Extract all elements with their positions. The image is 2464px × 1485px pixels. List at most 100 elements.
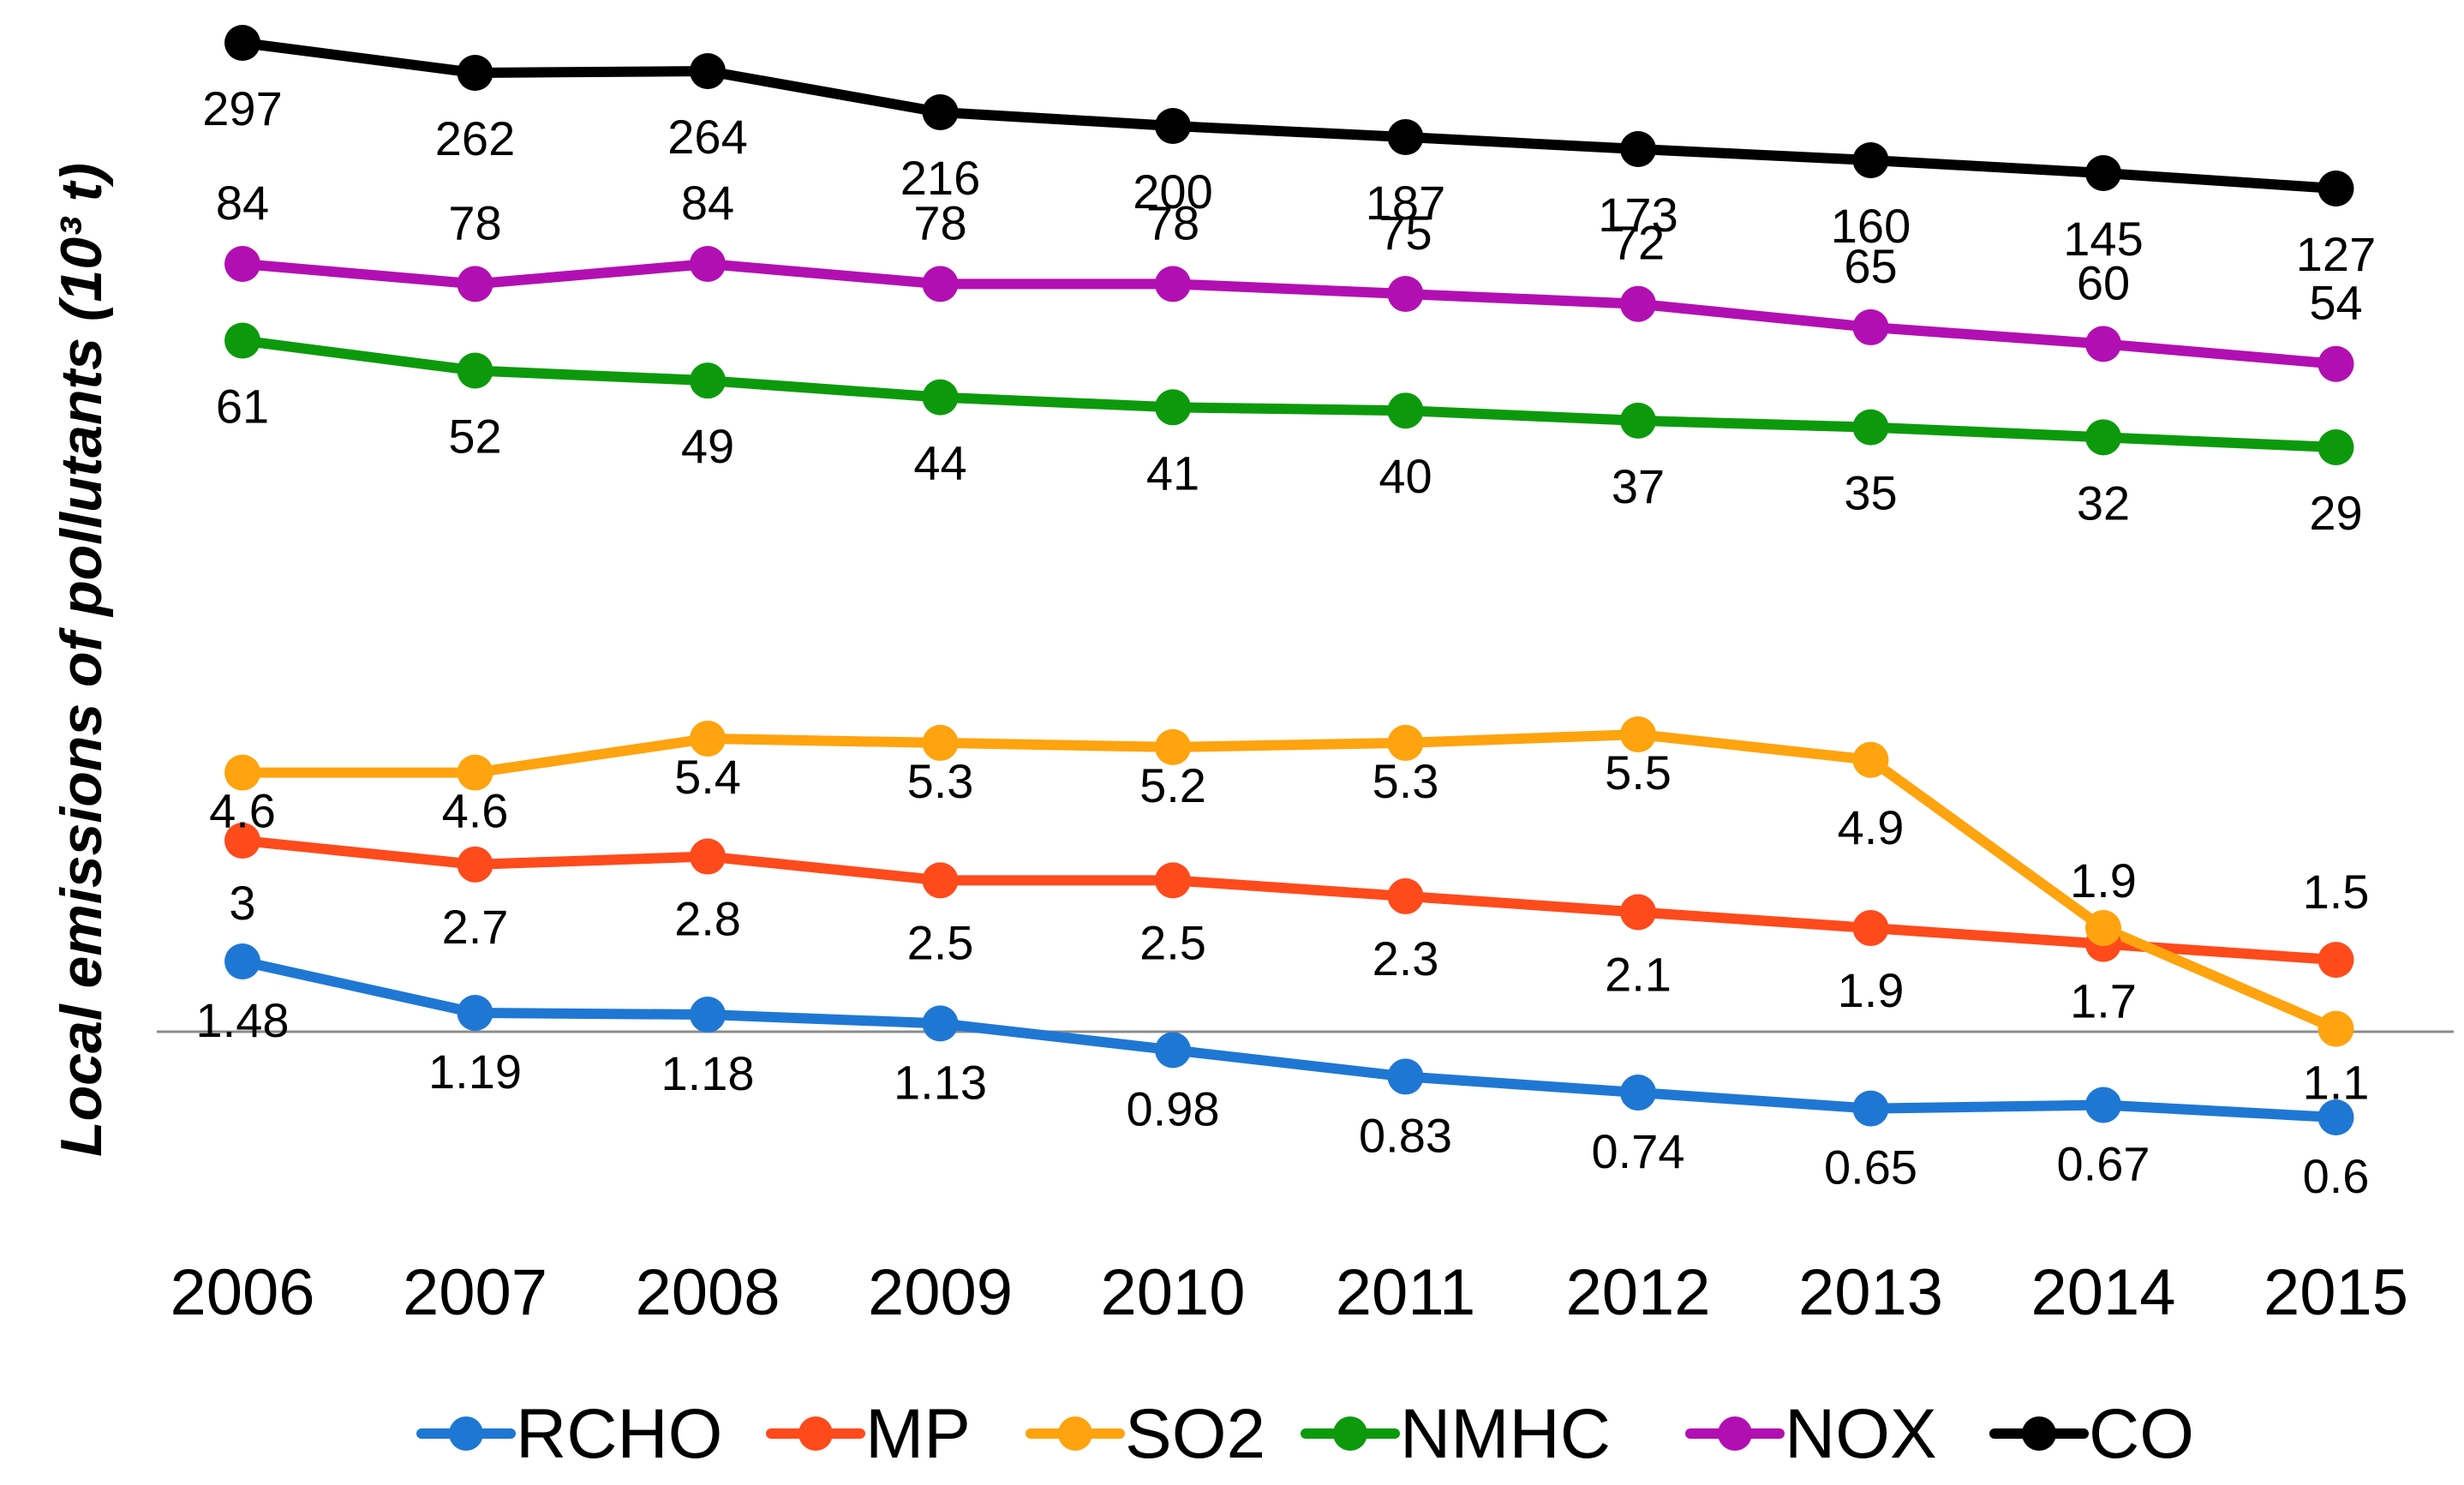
data-point-so2-2011 [1387, 724, 1424, 761]
data-label-rcho-2011: 0.83 [1359, 1108, 1452, 1162]
legend-item-rcho: RCHO [416, 1395, 722, 1473]
data-point-nox-2007 [457, 266, 493, 302]
data-label-co-2011: 187 [1366, 176, 1445, 230]
data-label-rcho-2007: 1.19 [428, 1045, 522, 1099]
data-label-mp-2006: 3 [229, 876, 255, 930]
x-tick-label-2007: 2007 [403, 1256, 547, 1329]
y-axis-title: Local emissions of pollutants (10³ t) [49, 163, 114, 1157]
data-label-rcho-2009: 1.13 [894, 1055, 987, 1109]
data-label-rcho-2015: 0.6 [2303, 1149, 2370, 1203]
legend-item-co: CO [1989, 1395, 2194, 1473]
data-point-co-2011 [1387, 119, 1424, 155]
data-point-nmhc-2011 [1387, 392, 1424, 429]
data-label-nmhc-2010: 41 [1146, 446, 1199, 500]
data-point-nox-2008 [690, 246, 726, 282]
data-label-nmhc-2015: 29 [2309, 486, 2362, 540]
data-label-so2-2006: 4.6 [209, 784, 276, 838]
data-label-rcho-2014: 0.67 [2057, 1137, 2150, 1191]
data-label-mp-2010: 2.5 [1139, 915, 1206, 969]
data-point-nmhc-2010 [1155, 389, 1191, 426]
data-label-nox-2010: 78 [1146, 195, 1199, 249]
series-line-so2 [237, 729, 2341, 1034]
legend-label-nmhc: NMHC [1400, 1395, 1611, 1473]
data-point-so2-2013 [1852, 741, 1889, 778]
data-point-co-2010 [1155, 108, 1191, 144]
data-point-so2-2007 [457, 754, 493, 791]
data-point-nmhc-2008 [690, 362, 726, 399]
legend-label-mp: MP [865, 1395, 971, 1473]
data-point-nox-2015 [2317, 345, 2354, 382]
data-label-nmhc-2009: 44 [913, 436, 966, 490]
data-point-so2-2006 [224, 754, 260, 791]
data-point-mp-2006 [224, 823, 260, 859]
data-label-mp-2011: 2.3 [1373, 931, 1439, 985]
data-label-rcho-2010: 0.98 [1127, 1081, 1220, 1135]
data-point-co-2012 [1620, 131, 1656, 167]
data-label-nmhc-2011: 40 [1379, 449, 1432, 503]
data-point-nmhc-2009 [922, 379, 959, 416]
data-label-nox-2012: 72 [1612, 216, 1665, 270]
series-line-co [237, 38, 2341, 194]
data-point-co-2008 [690, 53, 726, 89]
data-point-so2-2008 [690, 720, 726, 757]
x-tick-label-2014: 2014 [2030, 1256, 2175, 1329]
data-label-so2-2007: 4.6 [442, 784, 509, 838]
data-label-nox-2011: 75 [1379, 206, 1432, 260]
data-point-mp-2011 [1387, 877, 1424, 914]
data-label-nox-2014: 60 [2077, 255, 2130, 309]
legend-item-so2: SO2 [1026, 1395, 1265, 1473]
data-point-nox-2009 [922, 266, 959, 302]
data-point-so2-2009 [922, 724, 959, 761]
data-point-rcho-2010 [1155, 1032, 1191, 1069]
data-label-co-2006: 297 [202, 81, 282, 135]
data-point-mp-2010 [1155, 862, 1191, 899]
data-label-co-2008: 264 [667, 110, 747, 164]
x-tick-label-2013: 2013 [1798, 1256, 1943, 1329]
data-point-mp-2013 [1852, 910, 1889, 947]
data-label-mp-2015: 1.5 [2303, 865, 2370, 919]
data-label-nmhc-2013: 35 [1844, 466, 1897, 520]
data-point-nox-2013 [1852, 308, 1889, 345]
data-point-rcho-2011 [1387, 1058, 1424, 1095]
legend-marker-so2 [1058, 1416, 1092, 1451]
data-point-nmhc-2014 [2085, 419, 2121, 456]
data-point-mp-2007 [457, 846, 493, 883]
x-tick-label-2015: 2015 [2264, 1256, 2408, 1329]
data-label-nox-2008: 84 [681, 176, 734, 230]
data-label-rcho-2012: 0.74 [1592, 1124, 1685, 1178]
series-line-nox [237, 259, 2341, 369]
data-label-nox-2013: 65 [1844, 239, 1897, 293]
data-label-so2-2011: 5.3 [1373, 754, 1439, 808]
data-point-mp-2008 [690, 838, 726, 875]
x-tick-label-2006: 2006 [170, 1256, 314, 1329]
series-line-mp [237, 835, 2341, 966]
data-label-rcho-2013: 0.65 [1824, 1141, 1917, 1195]
data-point-rcho-2008 [690, 997, 726, 1033]
legend-marker-mp [798, 1416, 833, 1451]
data-label-rcho-2006: 1.48 [196, 993, 290, 1047]
data-point-nox-2011 [1387, 276, 1424, 313]
legend-marker-rcho [449, 1416, 483, 1451]
data-label-co-2012: 173 [1598, 188, 1678, 242]
data-label-mp-2012: 2.1 [1605, 947, 1672, 1001]
data-label-mp-2013: 1.9 [1838, 963, 1905, 1017]
data-point-so2-2010 [1155, 728, 1191, 765]
data-label-so2-2013: 4.9 [1838, 800, 1905, 854]
legend-label-so2: SO2 [1125, 1395, 1265, 1473]
legend-label-nox: NOX [1785, 1395, 1937, 1473]
x-tick-label-2012: 2012 [1565, 1256, 1710, 1329]
data-point-rcho-2015 [2317, 1099, 2354, 1135]
x-tick-label-2010: 2010 [1100, 1256, 1245, 1329]
data-label-co-2007: 262 [435, 111, 515, 165]
data-point-nmhc-2006 [224, 322, 260, 359]
legend-item-mp: MP [766, 1395, 971, 1473]
data-point-so2-2012 [1620, 716, 1656, 752]
x-tick-label-2008: 2008 [635, 1256, 780, 1329]
legend-marker-co [2022, 1416, 2056, 1451]
legend-marker-nmhc [1333, 1416, 1367, 1451]
legend-label-rcho: RCHO [516, 1395, 722, 1473]
data-label-so2-2012: 5.5 [1605, 745, 1672, 799]
data-point-nmhc-2015 [2317, 429, 2354, 465]
